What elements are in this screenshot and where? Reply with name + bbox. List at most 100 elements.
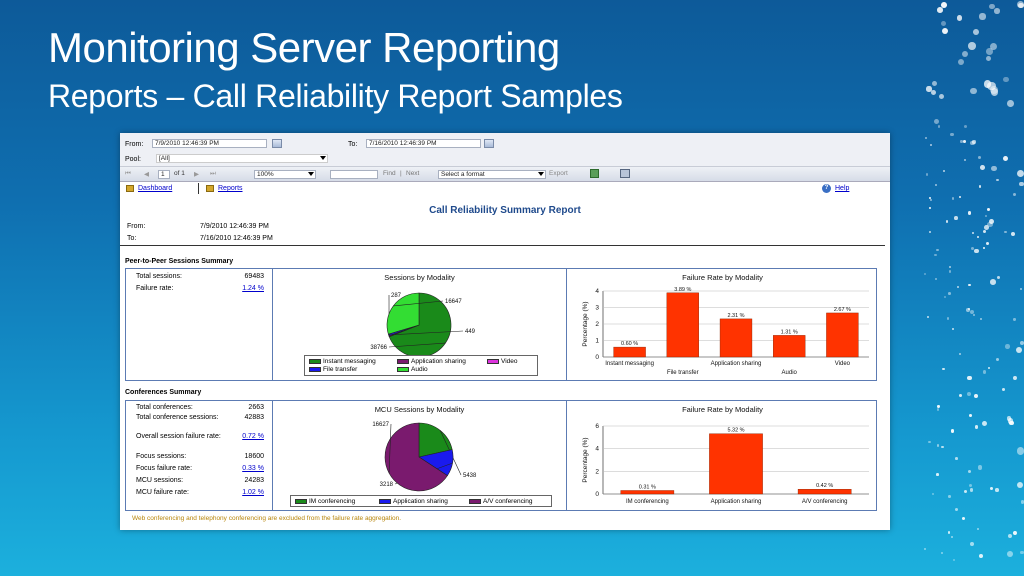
reports-link[interactable]: Reports	[218, 185, 243, 192]
decorative-dot	[925, 173, 928, 176]
decorative-dot	[936, 444, 940, 447]
to-date-input[interactable]: 7/16/2010 12:46:39 PM	[366, 139, 481, 148]
decorative-dot	[963, 158, 966, 161]
find-next-link[interactable]: Next	[406, 170, 420, 177]
decorative-dot	[940, 20, 946, 27]
legend-item: File transfer	[309, 366, 357, 373]
decorative-dot	[951, 327, 954, 331]
print-icon[interactable]	[620, 169, 630, 178]
decorative-dot	[941, 551, 944, 555]
report-nav: Dashboard Reports ? Help	[120, 182, 890, 196]
decorative-dot	[938, 93, 945, 99]
pie-data-label: 16627	[372, 422, 389, 428]
next-page-icon[interactable]: ▶	[194, 171, 199, 178]
legend-swatch	[309, 366, 321, 372]
pie-data-label: 38766	[370, 345, 387, 351]
report-viewer-window: From: 7/9/2010 12:46:39 PM To: 7/16/2010…	[120, 133, 890, 530]
page-count: of 1	[174, 170, 185, 177]
decorative-dot	[976, 236, 980, 239]
x-tick-label: A/V conferencing	[802, 499, 848, 505]
legend-item: Application sharing	[397, 358, 466, 365]
mcu-pie-title: MCU Sessions by Modality	[374, 405, 465, 414]
find-input[interactable]	[330, 170, 378, 179]
pie-data-label: 287	[391, 293, 402, 299]
decorative-dot	[1016, 447, 1024, 455]
stat-value: 2663	[248, 404, 264, 411]
help-link[interactable]: Help	[835, 185, 850, 192]
prev-page-icon[interactable]: ◀	[144, 171, 149, 178]
decorative-dot	[1016, 481, 1023, 488]
nav-divider	[198, 183, 199, 194]
from-label: From:	[125, 141, 144, 148]
from-calendar-icon[interactable]	[272, 139, 282, 148]
decorative-dot	[979, 317, 983, 320]
stat-value-link[interactable]: 0.33 %	[242, 465, 264, 472]
export-format-select[interactable]: Select a format	[438, 170, 546, 179]
bar	[826, 312, 859, 358]
legend-swatch	[397, 366, 409, 372]
decorative-dot	[933, 118, 940, 125]
refresh-icon[interactable]	[590, 169, 599, 178]
decorative-dot	[962, 139, 966, 143]
decorative-dot	[929, 206, 932, 209]
zoom-select[interactable]: 100%	[254, 170, 316, 179]
decorative-dot	[936, 248, 939, 252]
x-tick-label: Application sharing	[711, 361, 762, 367]
first-page-icon[interactable]: ⏮	[125, 170, 131, 177]
p2p-failure-bar-chart: 0 1 2 3 4 Percentage (%) 0.60 % Instant messagi…	[582, 287, 869, 376]
decorative-dot	[937, 7, 943, 13]
decorative-dot	[924, 272, 926, 275]
last-page-icon[interactable]: ⏭	[210, 170, 216, 177]
decorative-dot	[954, 216, 958, 220]
stat-label: Total conferences:	[136, 404, 193, 411]
decorative-dot	[965, 308, 970, 312]
decorative-dot	[981, 421, 987, 427]
y-tick-label: 0	[595, 491, 599, 498]
decorative-dot	[974, 424, 979, 429]
decorative-dot	[970, 246, 974, 250]
chevron-down-icon	[320, 156, 326, 160]
reports-icon	[206, 185, 214, 192]
decorative-dot	[934, 253, 937, 257]
x-tick-label: File transfer	[667, 370, 699, 376]
pie-slice	[388, 292, 452, 358]
decorative-dot	[1019, 181, 1024, 187]
find-link[interactable]: Find	[383, 170, 396, 177]
help-icon[interactable]: ?	[822, 184, 831, 193]
legend-label: IM conferencing	[309, 498, 356, 505]
stat-value-link[interactable]: 1.02 %	[242, 489, 264, 496]
stat-label: Total conference sessions:	[136, 414, 219, 421]
pool-select[interactable]: [All]	[156, 154, 328, 163]
decorative-dot	[984, 224, 990, 230]
legend-swatch	[295, 498, 307, 504]
decorative-dot	[989, 42, 997, 50]
decorative-dot	[935, 183, 938, 186]
bar	[613, 346, 646, 358]
decorative-dot	[937, 125, 940, 128]
decorative-dot	[997, 275, 1001, 279]
decorative-dot	[989, 219, 995, 225]
decorative-dot	[948, 531, 951, 534]
decorative-dot	[967, 375, 972, 380]
stat-value-link[interactable]: 1.24 %	[242, 285, 264, 292]
slide-title: Monitoring Server Reporting	[48, 24, 560, 71]
decorative-dot	[982, 370, 987, 374]
decorative-dot	[1012, 530, 1017, 535]
decorative-dot	[963, 489, 968, 494]
decorative-dot	[929, 143, 932, 146]
stat-label: Failure rate:	[136, 285, 174, 292]
mcu-pie-chart: 5438 3218 16627	[372, 422, 477, 492]
export-link[interactable]: Export	[549, 170, 568, 177]
bar-data-label: 2.67 %	[834, 307, 851, 313]
dashboard-link[interactable]: Dashboard	[138, 185, 173, 192]
stat-label: Overall session failure rate:	[136, 433, 221, 440]
decorative-dot	[931, 493, 934, 496]
decorative-dot	[973, 314, 976, 317]
stat-value-link[interactable]: 0.72 %	[242, 433, 264, 440]
page-number-input[interactable]: 1	[158, 170, 170, 179]
to-calendar-icon[interactable]	[484, 139, 494, 148]
legend-item: Instant messaging	[309, 358, 376, 365]
export-format-value: Select a format	[441, 171, 485, 178]
decorative-dot	[978, 185, 982, 188]
from-date-input[interactable]: 7/9/2010 12:46:39 PM	[152, 139, 267, 148]
